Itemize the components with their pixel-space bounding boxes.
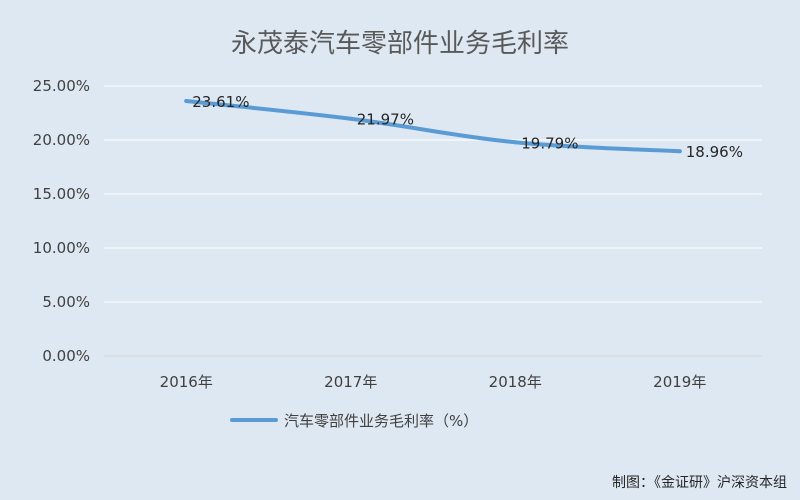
axes: 0.00% 5.00% 10.00% 15.00% 20.00% 25.00% 2016年 2… [33,77,707,391]
legend-label: 汽车零部件业务毛利率（%） [284,412,478,430]
data-label: 18.96% [686,143,743,161]
y-tick-label: 5.00% [42,293,90,311]
legend: 汽车零部件业务毛利率（%） [230,412,478,430]
y-tick-label: 15.00% [33,185,90,203]
x-tick-label: 2019年 [653,373,706,391]
y-tick-label: 0.00% [42,347,90,365]
x-tick-label: 2017年 [324,373,377,391]
series-line [184,99,682,154]
data-label: 23.61% [192,93,249,111]
data-point [184,99,189,104]
y-tick-label: 10.00% [33,239,90,257]
data-label: 21.97% [357,111,414,129]
data-label: 19.79% [521,134,578,152]
y-tick-label: 20.00% [33,131,90,149]
source-note: 制图：《金证研》沪深资本组 [612,475,787,491]
chart-title: 永茂泰汽车零部件业务毛利率 [231,29,569,59]
x-tick-label: 2018年 [489,373,542,391]
x-tick-label: 2016年 [160,373,213,391]
data-point [513,140,518,145]
series-layer: 23.61% 21.97% 19.79% 18.96% [184,93,743,161]
data-point [348,116,353,121]
y-tick-label: 25.00% [33,77,90,95]
data-point [677,149,682,154]
gridlines [104,85,762,357]
